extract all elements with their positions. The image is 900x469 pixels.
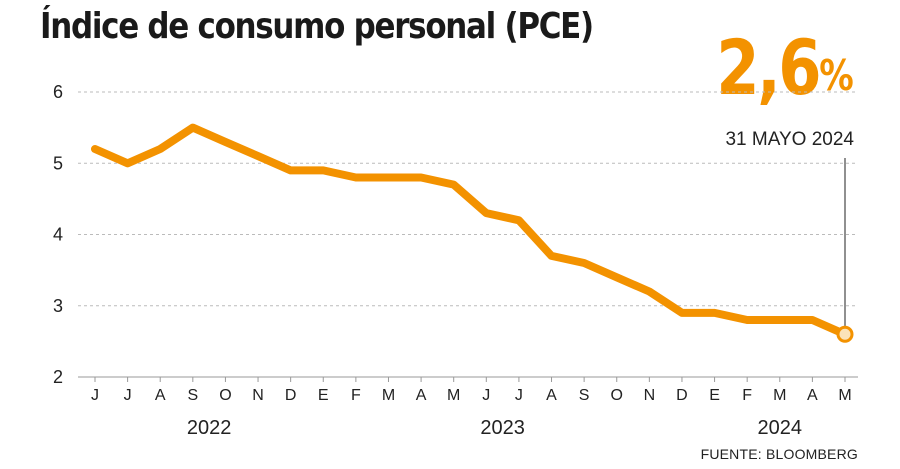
x-tick-label: M — [773, 387, 786, 404]
x-tick-label: D — [676, 387, 688, 404]
x-tick-label: F — [742, 387, 752, 404]
year-label: 2023 — [480, 417, 525, 439]
year-label: 2022 — [187, 417, 232, 439]
x-tick-label: J — [515, 387, 523, 404]
y-tick-label: 2 — [53, 367, 63, 387]
y-tick-label: 6 — [53, 82, 63, 102]
x-tick-label: A — [807, 387, 818, 404]
series-line — [91, 123, 849, 339]
source-label: FUENTE: BLOOMBERG — [700, 446, 858, 462]
highlight-value: 2,6% — [716, 30, 854, 106]
x-tick-label: M — [447, 387, 460, 404]
x-tick-label: J — [91, 387, 99, 404]
x-tick-label: M — [838, 387, 851, 404]
last-point-marker — [836, 325, 854, 343]
x-tick-label: O — [219, 387, 231, 404]
x-tick-label: F — [351, 387, 361, 404]
x-tick-label: J — [482, 387, 490, 404]
x-tick-label: N — [644, 387, 656, 404]
y-tick-label: 3 — [53, 296, 63, 316]
y-tick-label: 5 — [53, 153, 63, 173]
x-tick-label: J — [124, 387, 132, 404]
x-tick-label: E — [318, 387, 329, 404]
x-tick-label: S — [579, 387, 590, 404]
highlight-unit: % — [819, 51, 854, 100]
x-tick-label: N — [252, 387, 264, 404]
x-tick-label: E — [709, 387, 720, 404]
x-tick-label: M — [382, 387, 395, 404]
highlight-date: 31 MAYO 2024 — [725, 129, 854, 150]
x-tick-label: A — [416, 387, 427, 404]
x-tick-label: D — [285, 387, 297, 404]
chart-title: Índice de consumo personal (PCE) — [40, 6, 594, 47]
highlight-number: 2,6 — [716, 23, 821, 112]
x-tick-label: A — [546, 387, 557, 404]
x-tick-label: O — [611, 387, 623, 404]
year-label: 2024 — [758, 417, 803, 439]
x-tick-label: A — [155, 387, 166, 404]
y-tick-label: 4 — [53, 225, 63, 245]
x-tick-label: S — [187, 387, 198, 404]
